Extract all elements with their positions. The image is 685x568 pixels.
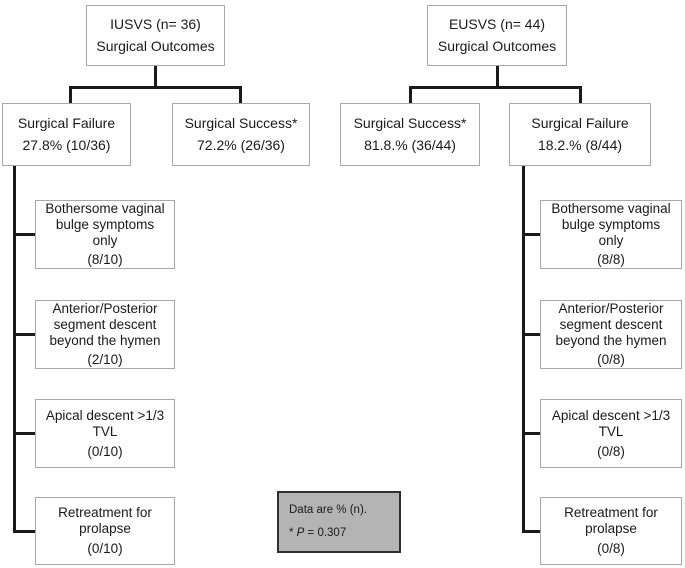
eusvs-root-subtitle: Surgical Outcomes — [437, 37, 557, 54]
eusvs-failure-value: 18.2.% (8/44) — [537, 136, 623, 153]
outcome-label: Apical descent >1/3 TVL — [45, 407, 165, 439]
note-p-value: = 0.307 — [304, 526, 347, 539]
eusvs-success-value: 81.8.% (36/44) — [364, 136, 456, 153]
outcome-value: (8/10) — [87, 252, 123, 268]
iusvs-root-title: IUSVS (n= 36) — [110, 15, 201, 32]
outcome-label: Apical descent >1/3 TVL — [551, 407, 671, 439]
note-asterisk: * — [289, 526, 297, 539]
outcome-label: Bothersome vaginal bulge symptoms only — [551, 200, 671, 248]
iusvs-failure-title: Surgical Failure — [17, 114, 116, 131]
outcome-label: Anterior/Posterior segment descent beyon… — [555, 300, 667, 348]
outcome-value: (8/8) — [597, 252, 625, 268]
eusvs-outcome-segment-descent-box: Anterior/Posterior segment descent beyon… — [540, 300, 682, 369]
iusvs-root-box: IUSVS (n= 36) Surgical Outcomes — [86, 5, 225, 66]
outcome-value: (0/8) — [597, 541, 625, 556]
note-p-value-line: * P = 0.307 — [289, 527, 393, 541]
note-p-symbol: P — [296, 526, 305, 539]
iusvs-success-title: Surgical Success* — [184, 114, 298, 131]
eusvs-outcome-apical-descent-box: Apical descent >1/3 TVL (0/8) — [540, 399, 682, 468]
outcome-value: (0/8) — [597, 443, 625, 459]
eusvs-root-box: EUSVS (n= 44) Surgical Outcomes — [427, 5, 567, 66]
outcome-label: Bothersome vaginal bulge symptoms only — [45, 200, 165, 248]
outcome-label: Anterior/Posterior segment descent beyon… — [49, 300, 161, 348]
iusvs-outcome-bothersome-bulge-box: Bothersome vaginal bulge symptoms only (… — [35, 200, 175, 269]
iusvs-failure-value: 27.8% (10/36) — [22, 136, 111, 153]
iusvs-outcome-retreatment-box: Retreatment for prolapse (0/10) — [35, 497, 175, 565]
eusvs-surgical-success-box: Surgical Success* 81.8.% (36/44) — [340, 103, 480, 166]
eusvs-outcome-bothersome-bulge-box: Bothersome vaginal bulge symptoms only (… — [540, 200, 682, 269]
eusvs-root-title: EUSVS (n= 44) — [448, 15, 546, 32]
right-branch-connector — [409, 86, 582, 103]
outcome-value: (0/10) — [87, 541, 123, 556]
outcome-value: (0/8) — [597, 352, 625, 368]
right-failure-spine — [522, 166, 540, 533]
left-failure-spine — [13, 166, 35, 533]
legend-note-box: Data are % (n). * P = 0.307 — [277, 491, 401, 553]
iusvs-outcome-apical-descent-box: Apical descent >1/3 TVL (0/10) — [35, 399, 175, 468]
eusvs-failure-title: Surgical Failure — [531, 114, 629, 131]
outcome-value: (2/10) — [87, 352, 123, 368]
iusvs-outcome-segment-descent-box: Anterior/Posterior segment descent beyon… — [35, 300, 175, 369]
outcome-label: Retreatment for prolapse — [58, 505, 152, 537]
eusvs-surgical-failure-box: Surgical Failure 18.2.% (8/44) — [509, 103, 651, 166]
iusvs-surgical-failure-box: Surgical Failure 27.8% (10/36) — [2, 103, 131, 166]
outcome-value: (0/10) — [87, 443, 123, 459]
eusvs-outcome-retreatment-box: Retreatment for prolapse (0/8) — [540, 497, 682, 565]
eusvs-success-title: Surgical Success* — [353, 114, 467, 131]
iusvs-surgical-success-box: Surgical Success* 72.2% (26/36) — [172, 103, 310, 166]
outcome-label: Retreatment for prolapse — [564, 505, 658, 537]
iusvs-success-value: 72.2% (26/36) — [197, 136, 285, 153]
iusvs-root-subtitle: Surgical Outcomes — [96, 37, 215, 54]
left-branch-connector — [69, 86, 242, 103]
note-data-format-line: Data are % (n). — [289, 504, 367, 516]
